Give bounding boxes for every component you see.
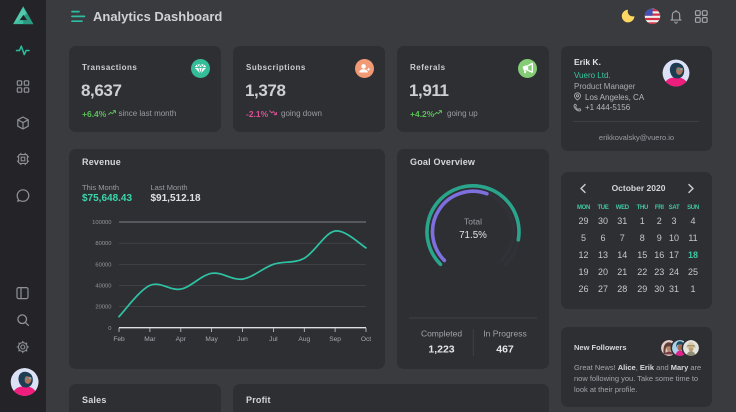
svg-text:Oct: Oct [361, 336, 371, 343]
svg-text:80000: 80000 [95, 241, 111, 247]
svg-text:20000: 20000 [95, 305, 111, 311]
svg-text:1,223: 1,223 [428, 344, 454, 356]
svg-text:Completed: Completed [421, 329, 462, 339]
svg-text:Jun: Jun [237, 336, 248, 343]
svg-text:Sep: Sep [329, 336, 341, 343]
svg-text:0: 0 [108, 326, 111, 332]
svg-text:71.5%: 71.5% [459, 230, 487, 241]
svg-text:467: 467 [496, 344, 514, 356]
svg-text:Feb: Feb [113, 336, 125, 343]
svg-text:Mar: Mar [144, 336, 156, 343]
svg-text:Aug: Aug [298, 336, 310, 343]
svg-text:Apr: Apr [176, 336, 187, 343]
svg-text:In Progress: In Progress [483, 329, 526, 339]
svg-text:Total: Total [464, 217, 482, 227]
svg-text:100000: 100000 [92, 220, 111, 226]
svg-text:60000: 60000 [95, 262, 111, 268]
svg-text:40000: 40000 [95, 284, 111, 290]
svg-text:Jul: Jul [269, 336, 278, 343]
svg-text:May: May [205, 336, 218, 343]
